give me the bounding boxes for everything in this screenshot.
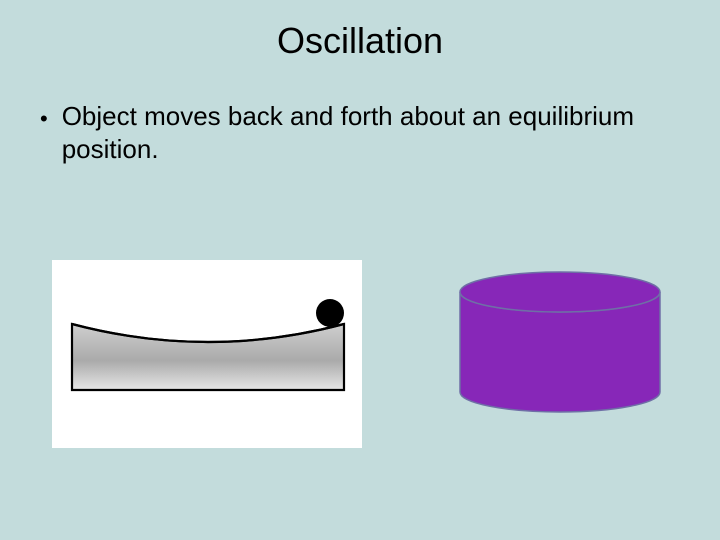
slide-title: Oscillation xyxy=(0,0,720,62)
cylinder-figure xyxy=(455,270,665,420)
cylinder-svg xyxy=(455,270,665,420)
bullet-marker: • xyxy=(40,105,48,133)
bullet-item: • Object moves back and forth about an e… xyxy=(0,62,720,165)
curve-ball-figure xyxy=(52,260,362,448)
bullet-text: Object moves back and forth about an equ… xyxy=(62,100,680,165)
figures-area xyxy=(0,260,720,500)
curve-ball-svg xyxy=(52,260,362,448)
